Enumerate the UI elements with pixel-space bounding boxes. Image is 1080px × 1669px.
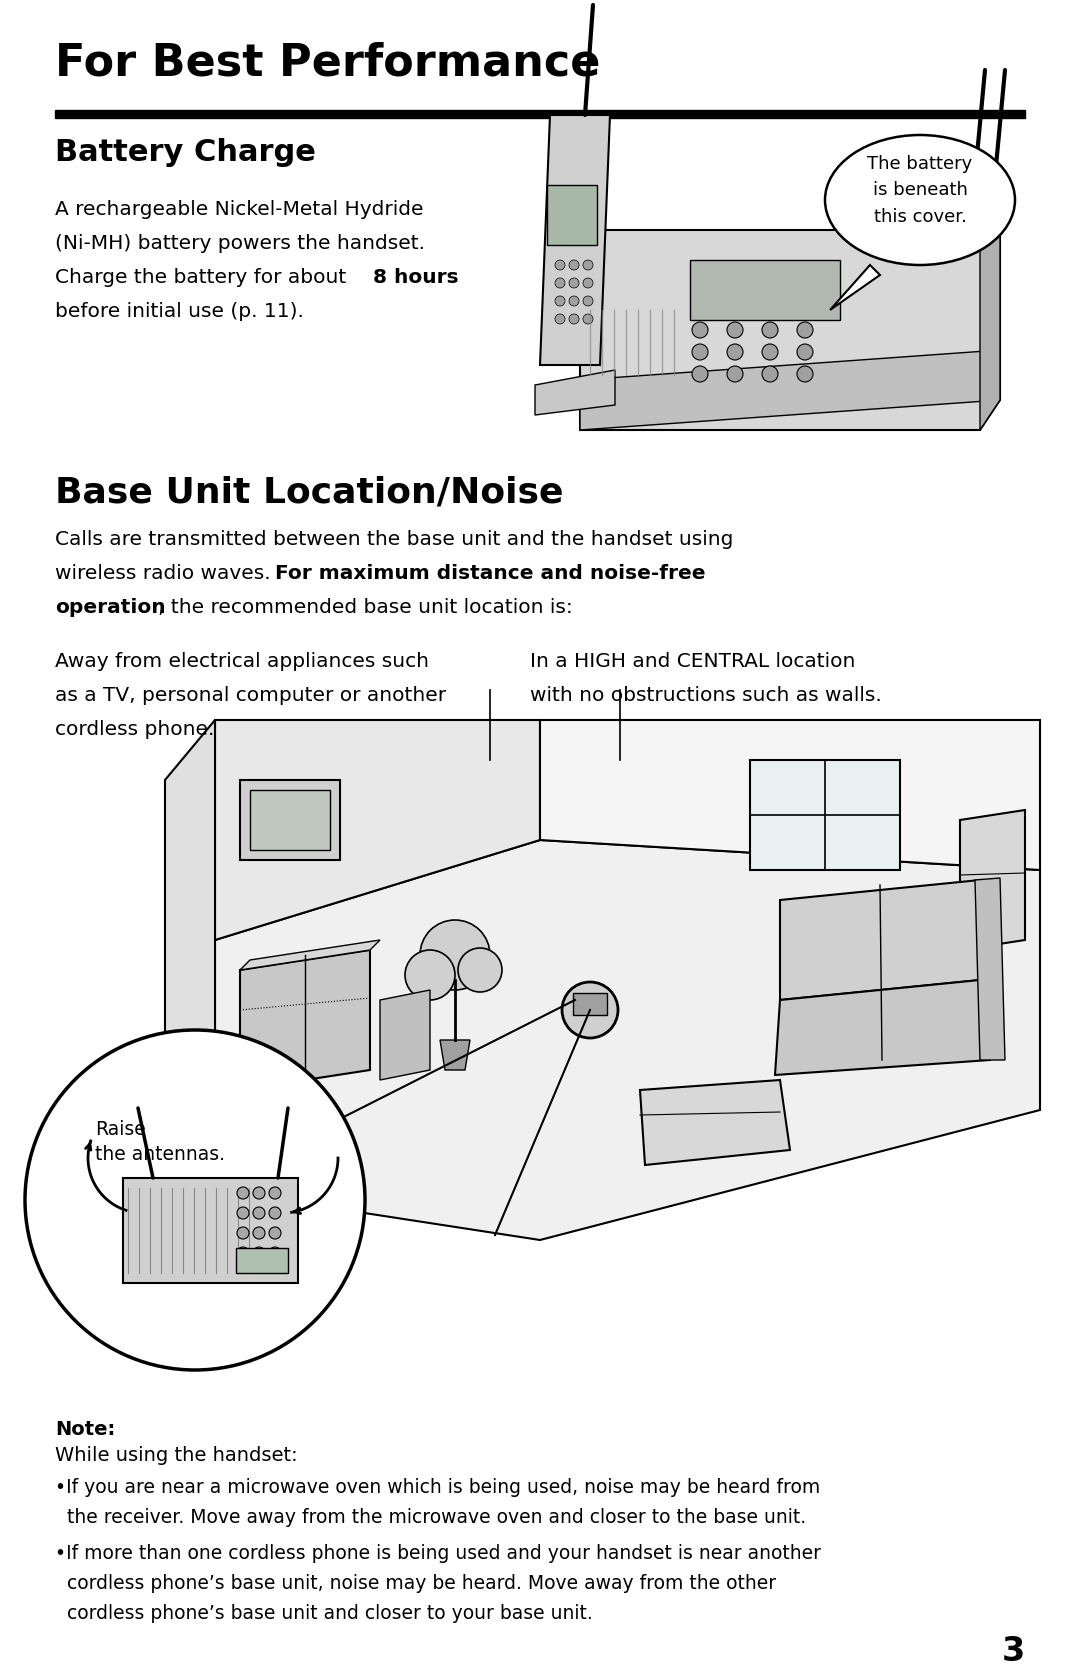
Bar [123, 1178, 298, 1283]
Circle shape [405, 950, 455, 1000]
Circle shape [569, 260, 579, 270]
Text: , the recommended base unit location is:: , the recommended base unit location is: [158, 598, 572, 618]
Polygon shape [540, 719, 1040, 870]
Circle shape [555, 314, 565, 324]
Circle shape [253, 1247, 265, 1258]
Text: with no obstructions such as walls.: with no obstructions such as walls. [530, 686, 881, 706]
Text: operation: operation [55, 598, 165, 618]
Text: In a HIGH and CENTRAL location: In a HIGH and CENTRAL location [530, 653, 855, 671]
Polygon shape [831, 265, 880, 310]
Text: •If you are near a microwave oven which is being used, noise may be heard from: •If you are near a microwave oven which … [55, 1479, 820, 1497]
Circle shape [762, 322, 778, 339]
Text: For Best Performance: For Best Performance [55, 42, 600, 85]
Bar [690, 260, 840, 320]
Circle shape [583, 279, 593, 289]
Circle shape [237, 1207, 249, 1218]
Text: wireless radio waves.: wireless radio waves. [55, 564, 276, 582]
Text: While using the handset:: While using the handset: [55, 1445, 298, 1465]
Polygon shape [215, 719, 540, 940]
Polygon shape [580, 350, 1000, 431]
Text: the receiver. Move away from the microwave oven and closer to the base unit.: the receiver. Move away from the microwa… [55, 1509, 806, 1527]
Text: Away from electrical appliances such: Away from electrical appliances such [55, 653, 429, 671]
Circle shape [269, 1247, 281, 1258]
Circle shape [569, 314, 579, 324]
Circle shape [797, 344, 813, 361]
Circle shape [458, 948, 502, 991]
Polygon shape [440, 1040, 470, 1070]
Circle shape [569, 279, 579, 289]
Polygon shape [750, 759, 900, 870]
Circle shape [269, 1187, 281, 1198]
Text: For maximum distance and noise-free: For maximum distance and noise-free [275, 564, 705, 582]
Polygon shape [975, 878, 1005, 1060]
Circle shape [555, 295, 565, 305]
Circle shape [562, 981, 618, 1038]
Circle shape [797, 322, 813, 339]
Bar [240, 779, 340, 860]
Circle shape [583, 314, 593, 324]
Text: as a TV, personal computer or another: as a TV, personal computer or another [55, 686, 446, 706]
Circle shape [692, 366, 708, 382]
Circle shape [797, 366, 813, 382]
Text: before initial use (p. 11).: before initial use (p. 11). [55, 302, 303, 320]
Text: 8 hours: 8 hours [373, 269, 459, 287]
Circle shape [420, 920, 490, 990]
Text: Calls are transmitted between the base unit and the handset using: Calls are transmitted between the base u… [55, 531, 733, 549]
Text: cordless phone’s base unit, noise may be heard. Move away from the other: cordless phone’s base unit, noise may be… [55, 1574, 777, 1592]
Circle shape [583, 295, 593, 305]
Bar [55, 110, 1025, 118]
Circle shape [692, 322, 708, 339]
Text: Raise
the antennas.: Raise the antennas. [95, 1120, 225, 1163]
Circle shape [727, 344, 743, 361]
Circle shape [569, 295, 579, 305]
Polygon shape [540, 115, 610, 366]
Polygon shape [535, 371, 615, 416]
Text: cordless phone.: cordless phone. [55, 721, 214, 739]
Circle shape [583, 260, 593, 270]
Circle shape [237, 1187, 249, 1198]
Text: (Ni-MH) battery powers the handset.: (Ni-MH) battery powers the handset. [55, 234, 426, 254]
Polygon shape [215, 840, 1040, 1240]
Polygon shape [580, 230, 1000, 431]
Circle shape [237, 1247, 249, 1258]
Text: •If more than one cordless phone is being used and your handset is near another: •If more than one cordless phone is bein… [55, 1544, 821, 1562]
Polygon shape [640, 1080, 789, 1165]
Circle shape [269, 1207, 281, 1218]
Text: Note:: Note: [55, 1420, 116, 1439]
Text: Charge the battery for about: Charge the battery for about [55, 269, 353, 287]
Polygon shape [240, 950, 370, 1090]
Circle shape [25, 1030, 365, 1370]
Circle shape [692, 344, 708, 361]
Bar [237, 1248, 288, 1273]
Circle shape [555, 260, 565, 270]
Circle shape [978, 885, 991, 896]
Circle shape [727, 366, 743, 382]
Polygon shape [980, 230, 1000, 431]
Circle shape [555, 279, 565, 289]
Circle shape [269, 1227, 281, 1238]
Polygon shape [775, 980, 990, 1075]
Circle shape [762, 366, 778, 382]
Polygon shape [165, 719, 215, 1230]
Polygon shape [780, 880, 980, 1000]
Bar [573, 993, 607, 1015]
Circle shape [762, 344, 778, 361]
Bar [249, 789, 330, 850]
Circle shape [727, 322, 743, 339]
Polygon shape [380, 990, 430, 1080]
Text: A rechargeable Nickel-Metal Hydride: A rechargeable Nickel-Metal Hydride [55, 200, 423, 219]
Polygon shape [960, 809, 1025, 950]
Text: cordless phone’s base unit and closer to your base unit.: cordless phone’s base unit and closer to… [55, 1604, 593, 1622]
Circle shape [237, 1227, 249, 1238]
Circle shape [253, 1207, 265, 1218]
Circle shape [253, 1187, 265, 1198]
Bar [546, 185, 597, 245]
Text: The battery
is beneath
this cover.: The battery is beneath this cover. [867, 155, 973, 225]
Text: 3: 3 [1002, 1636, 1025, 1667]
Text: Base Unit Location/Noise: Base Unit Location/Noise [55, 476, 564, 509]
Polygon shape [240, 940, 380, 970]
Circle shape [253, 1227, 265, 1238]
Ellipse shape [825, 135, 1015, 265]
Text: Battery Charge: Battery Charge [55, 139, 315, 167]
